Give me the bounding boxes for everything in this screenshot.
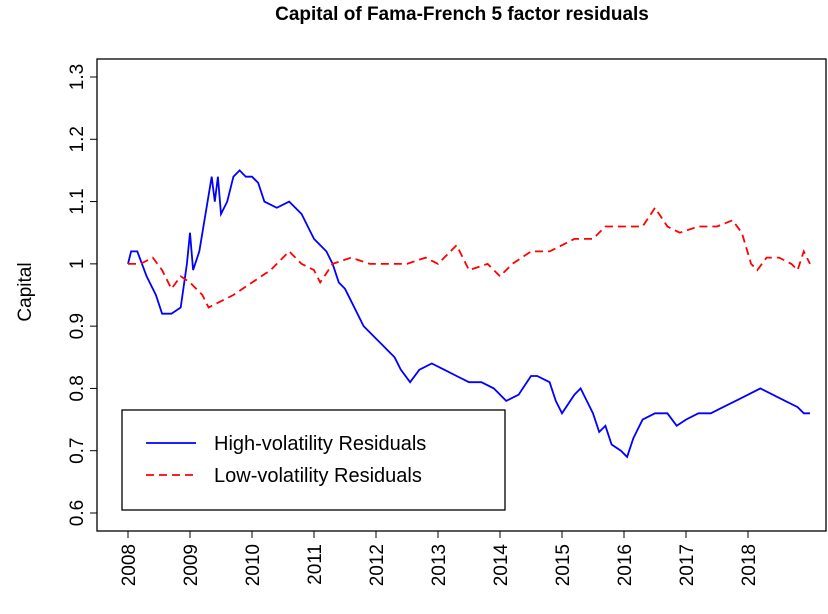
x-tick-label: 2011	[305, 544, 326, 585]
x-tick-label: 2008	[119, 544, 140, 586]
x-tick-label: 2012	[367, 544, 388, 586]
y-tick-label: 0.8	[67, 375, 88, 401]
y-tick-label: 0.6	[67, 500, 88, 526]
series-line	[127, 169, 810, 459]
plot-box	[96, 58, 827, 532]
series-line	[128, 206, 811, 309]
x-tick-label: 2009	[181, 544, 202, 586]
y-tick-label: 1.1	[67, 188, 88, 214]
y-tick-label: 1.2	[67, 126, 88, 152]
x-tick-label: 2010	[243, 544, 264, 586]
x-tick-label: 2018	[739, 544, 760, 586]
x-tick-label: 2014	[491, 544, 512, 587]
x-tick-label: 2015	[553, 544, 574, 586]
y-tick-label: 1.3	[67, 64, 88, 90]
x-tick-label: 2016	[615, 544, 636, 586]
y-tick-label: 0.9	[67, 313, 88, 339]
chart-title: Capital of Fama-French 5 factor residual…	[275, 4, 649, 25]
legend-label: High-volatility Residuals	[214, 433, 426, 455]
x-tick-label: 2017	[677, 544, 698, 586]
y-tick-label: 1	[67, 259, 88, 270]
x-tick-label: 2013	[429, 544, 450, 586]
y-axis-label: Capital	[15, 262, 36, 321]
legend-box	[121, 409, 506, 511]
legend-label: Low-volatility Residuals	[214, 465, 422, 487]
y-tick-label: 0.7	[67, 438, 88, 464]
